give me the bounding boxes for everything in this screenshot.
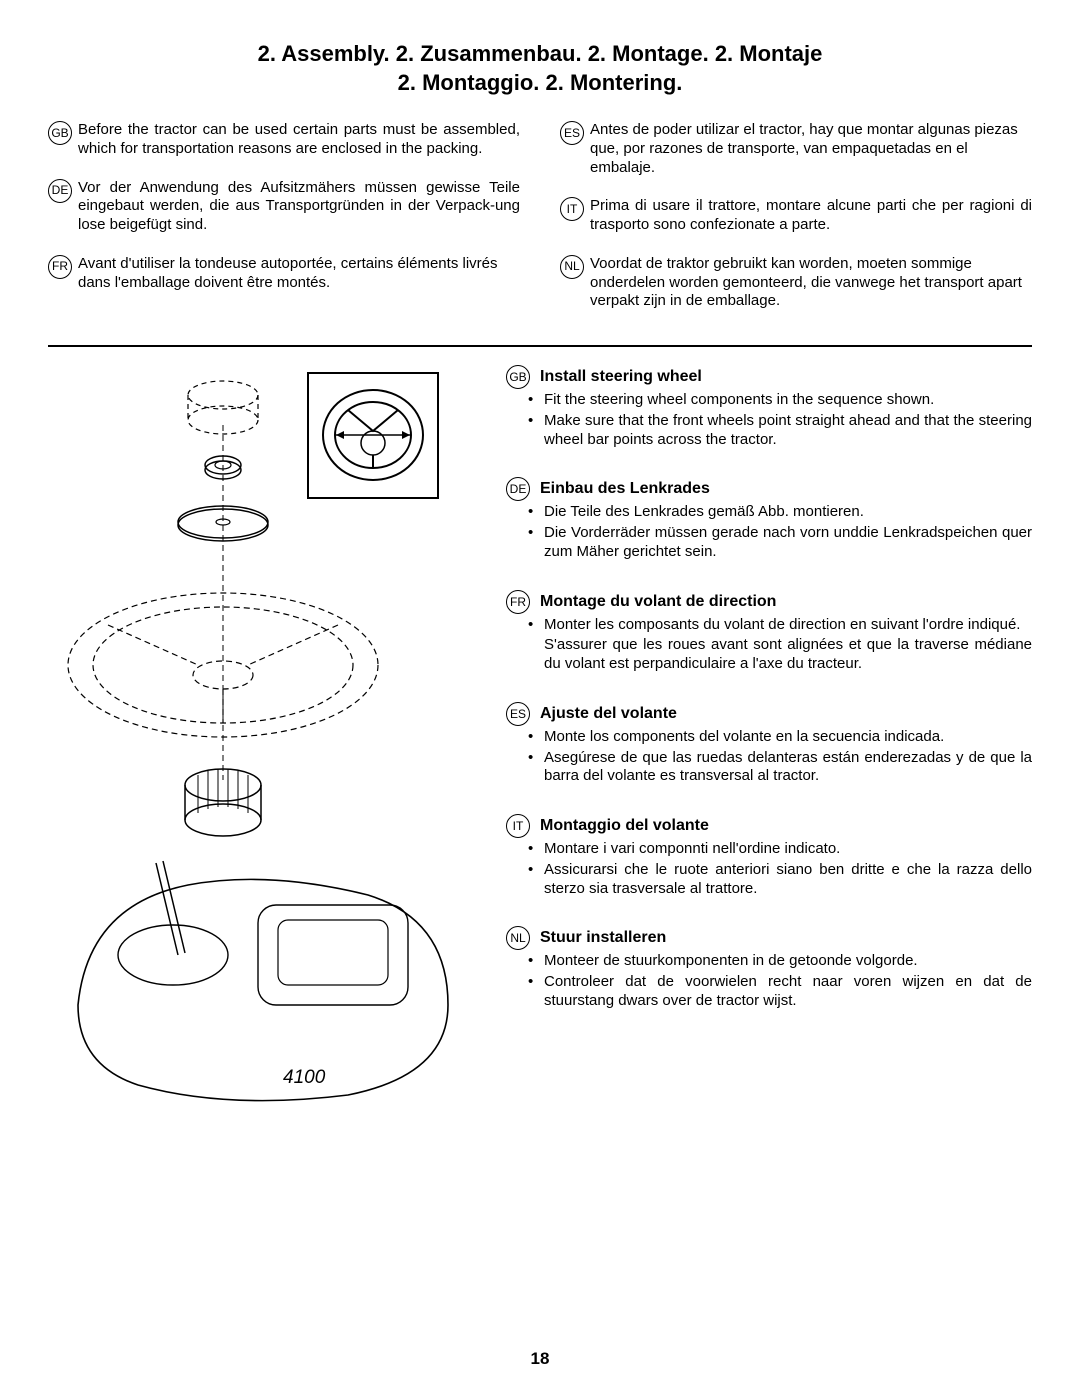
intro-de: DE Vor der Anwendung des Aufsitzmähers m… — [48, 179, 520, 235]
section-divider — [48, 345, 1032, 347]
bullet-item: Monteer de stuurkomponenten in de getoon… — [544, 952, 1032, 971]
intro-text: Vor der Anwendung des Aufsitzmähers müss… — [78, 179, 520, 235]
bullet-item: Make sure that the front wheels point st… — [544, 412, 1032, 450]
intro-right-col: ES Antes de poder utilizar el tractor, h… — [560, 121, 1032, 331]
lang-badge-fr: FR — [506, 590, 530, 614]
lang-badge-fr: FR — [48, 255, 72, 279]
bullet-list: Monteer de stuurkomponenten in de getoon… — [506, 952, 1032, 1010]
bullet-list: Fit the steering wheel components in the… — [506, 391, 1032, 449]
section-header: FR Montage du volant de direction — [506, 590, 1032, 614]
section-title: Ajuste del volante — [540, 705, 677, 723]
bullet-list: Die Teile des Lenkrades gemäß Abb. monti… — [506, 503, 1032, 561]
intro-fr: FR Avant d'utiliser la tondeuse autoport… — [48, 255, 520, 293]
section-header: GB Install steering wheel — [506, 365, 1032, 389]
intro-text: Avant d'utiliser la tondeuse autoportée,… — [78, 255, 520, 293]
section-title: Montaggio del volante — [540, 817, 709, 835]
intro-text: Before the tractor can be used certain p… — [78, 121, 520, 159]
bullet-item: Die Vorderräder müssen gerade nach vorn … — [544, 524, 1032, 562]
lang-badge-it: IT — [560, 197, 584, 221]
section-nl: NL Stuur installeren Monteer de stuurkom… — [506, 926, 1032, 1010]
bullet-item: Controleer dat de voorwielen recht naar … — [544, 973, 1032, 1011]
section-header: DE Einbau des Lenkrades — [506, 477, 1032, 501]
section-fr: FR Montage du volant de direction Monter… — [506, 590, 1032, 674]
section-it: IT Montaggio del volante Montare i vari … — [506, 814, 1032, 898]
bullet-list: Montare i vari componnti nell'ordine ind… — [506, 840, 1032, 898]
extra-paragraph: S'assurer que les roues avant sont align… — [506, 636, 1032, 674]
instructions-column: GB Install steering wheel Fit the steeri… — [506, 365, 1032, 1110]
page-title: 2. Assembly. 2. Zusammenbau. 2. Montage.… — [48, 40, 1032, 97]
page-number: 18 — [0, 1349, 1080, 1369]
section-header: ES Ajuste del volante — [506, 702, 1032, 726]
intro-left-col: GB Before the tractor can be used certai… — [48, 121, 520, 331]
intro-text: Voordat de traktor gebruikt kan worden, … — [590, 255, 1032, 311]
section-header: NL Stuur installeren — [506, 926, 1032, 950]
bullet-item: Fit the steering wheel components in the… — [544, 391, 1032, 410]
section-gb: GB Install steering wheel Fit the steeri… — [506, 365, 1032, 449]
bullet-list: Monte los components del volante en la s… — [506, 728, 1032, 786]
lang-badge-de: DE — [48, 179, 72, 203]
section-title: Montage du volant de direction — [540, 593, 776, 611]
lang-badge-de: DE — [506, 477, 530, 501]
lang-badge-it: IT — [506, 814, 530, 838]
intro-it: IT Prima di usare il trattore, montare a… — [560, 197, 1032, 235]
bullet-item: Montare i vari componnti nell'ordine ind… — [544, 840, 1032, 859]
intro-columns: GB Before the tractor can be used certai… — [48, 121, 1032, 331]
intro-text: Antes de poder utilizar el tractor, hay … — [590, 121, 1032, 177]
bullet-item: Asegúrese de que las ruedas delanteras e… — [544, 749, 1032, 787]
main-columns: 4100 GB Install steering wheel Fit the s… — [48, 365, 1032, 1110]
bullet-item: Monter les composants du volant de direc… — [544, 616, 1032, 635]
assembly-diagram: 4100 — [48, 365, 478, 1110]
lang-badge-nl: NL — [560, 255, 584, 279]
intro-nl: NL Voordat de traktor gebruikt kan worde… — [560, 255, 1032, 311]
title-line-2: 2. Montaggio. 2. Montering. — [398, 70, 683, 95]
section-title: Einbau des Lenkrades — [540, 480, 710, 498]
section-title: Install steering wheel — [540, 368, 702, 386]
bullet-list: Monter les composants du volant de direc… — [506, 616, 1032, 635]
intro-text: Prima di usare il trattore, montare alcu… — [590, 197, 1032, 235]
lang-badge-gb: GB — [506, 365, 530, 389]
title-line-1: 2. Assembly. 2. Zusammenbau. 2. Montage.… — [258, 41, 823, 66]
lang-badge-nl: NL — [506, 926, 530, 950]
section-title: Stuur installeren — [540, 929, 666, 947]
intro-es: ES Antes de poder utilizar el tractor, h… — [560, 121, 1032, 177]
bullet-item: Die Teile des Lenkrades gemäß Abb. monti… — [544, 503, 1032, 522]
section-header: IT Montaggio del volante — [506, 814, 1032, 838]
intro-gb: GB Before the tractor can be used certai… — [48, 121, 520, 159]
bullet-item: Monte los components del volante en la s… — [544, 728, 1032, 747]
bullet-item: Assicurarsi che le ruote anteriori siano… — [544, 861, 1032, 899]
section-de: DE Einbau des Lenkrades Die Teile des Le… — [506, 477, 1032, 561]
section-es: ES Ajuste del volante Monte los componen… — [506, 702, 1032, 786]
diagram-svg: 4100 — [48, 365, 478, 1110]
lang-badge-es: ES — [506, 702, 530, 726]
lang-badge-es: ES — [560, 121, 584, 145]
figure-number: 4100 — [283, 1067, 326, 1088]
figure-column: 4100 — [48, 365, 478, 1110]
lang-badge-gb: GB — [48, 121, 72, 145]
